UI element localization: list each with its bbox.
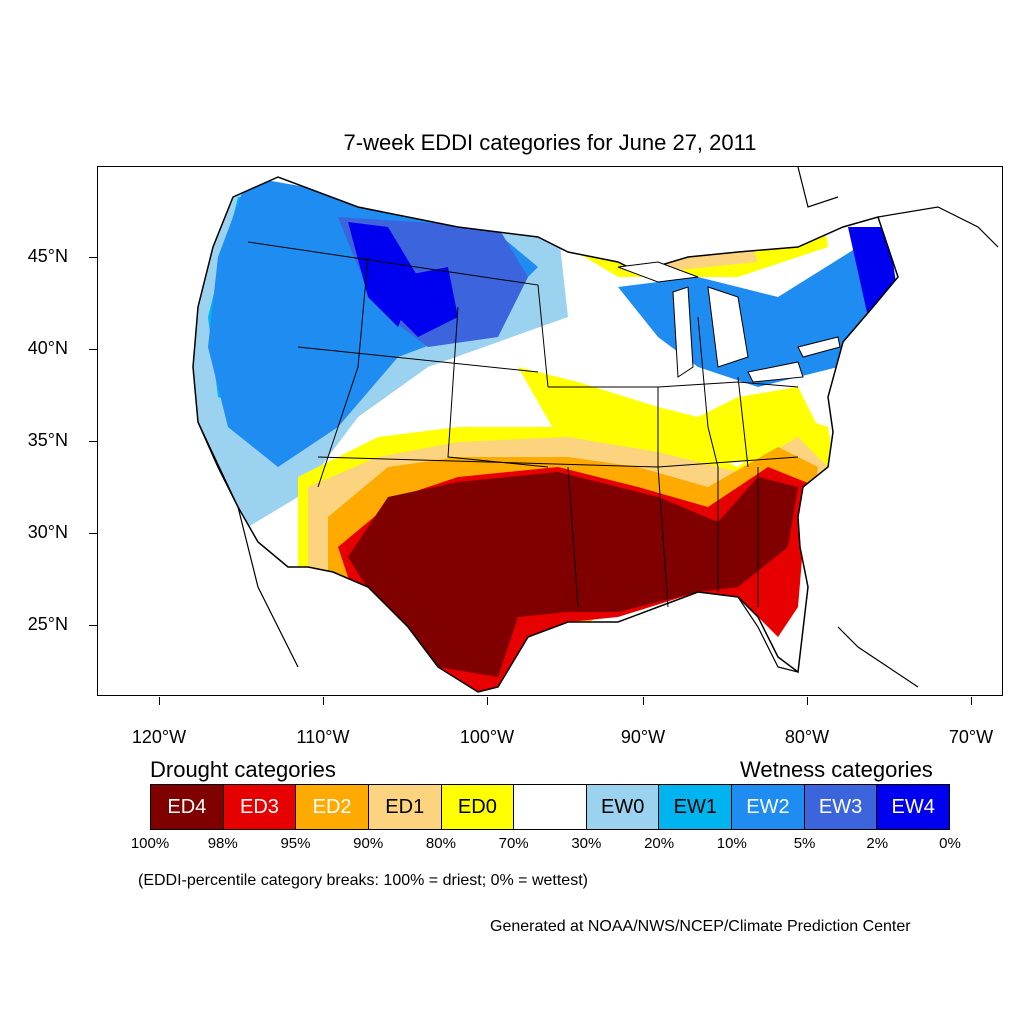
- legend-break-label: 2%: [866, 835, 889, 852]
- legend-swatch-ed4: ED4: [151, 785, 224, 829]
- lon-label: 120°W: [131, 727, 187, 747]
- credit-line: Generated at NOAA/NWS/NCEP/Climate Predi…: [490, 918, 911, 935]
- legend-swatch-neutral: [514, 785, 587, 829]
- lat-tick: [89, 441, 97, 442]
- eddi-fields: [193, 177, 898, 692]
- legend-swatch-ed1: ED1: [368, 785, 442, 829]
- legend-break-label: 30%: [571, 835, 602, 852]
- lon-tick: [487, 697, 488, 705]
- legend-break-label: 100%: [130, 835, 170, 852]
- great-lakes: [617, 261, 841, 383]
- lat-tick: [89, 257, 97, 258]
- coastlines: [197, 167, 999, 688]
- lon-label: 110°W: [296, 727, 350, 747]
- legend-break-label: 95%: [280, 835, 311, 852]
- lat-label: 35°N: [27, 430, 68, 450]
- lat-label: 45°N: [27, 246, 68, 266]
- legend-swatch-ew2: EW2: [732, 785, 805, 829]
- lat-tick: [89, 533, 97, 534]
- legend-swatch-ew1: EW1: [659, 785, 733, 829]
- legend-break-label: 98%: [207, 835, 238, 852]
- lon-tick: [323, 697, 324, 705]
- lat-tick: [89, 349, 97, 350]
- legend-swatch-ed3: ED3: [223, 785, 297, 829]
- legend-break-label: 0%: [939, 835, 961, 852]
- legend-break-label: 5%: [793, 835, 816, 852]
- map-canvas: [192, 167, 999, 693]
- legend-break-label: 10%: [716, 835, 747, 852]
- map-title: 7-week EDDI categories for June 27, 2011: [343, 130, 757, 155]
- legend-break-label: 70%: [498, 835, 529, 852]
- legend-break-label: 90%: [353, 835, 384, 852]
- legend-break-label: 80%: [425, 835, 456, 852]
- legend-note: (EDDI-percentile category breaks: 100% =…: [138, 872, 588, 889]
- ontario-ed2: [608, 217, 688, 247]
- lat-label: 25°N: [27, 614, 68, 634]
- state-boundaries: [192, 176, 899, 693]
- legend-break-label: 20%: [644, 835, 675, 852]
- drought-heading: Drought categories: [150, 757, 336, 782]
- montana-ew4: [398, 267, 458, 337]
- lat-tick: [89, 625, 97, 626]
- wetness-heading: Wetness categories: [740, 757, 933, 782]
- legend-swatch-ew4: EW4: [877, 785, 950, 829]
- south-ed4: [348, 472, 798, 677]
- lon-label: 80°W: [784, 727, 830, 747]
- legend-swatch-ed0: ED0: [441, 785, 515, 829]
- legend-swatch-ew0: EW0: [586, 785, 660, 829]
- lon-tick: [643, 697, 644, 705]
- lon-label: 70°W: [948, 727, 994, 747]
- lon-tick: [971, 697, 972, 705]
- lon-label: 100°W: [459, 727, 515, 747]
- category-legend: ED4 ED3 ED2 ED1 ED0 EW0 EW1 EW2 EW3 EW4: [150, 784, 950, 830]
- lon-label: 90°W: [620, 727, 666, 747]
- lat-label: 40°N: [27, 338, 68, 358]
- legend-swatch-ew3: EW3: [804, 785, 878, 829]
- legend-swatch-ed2: ED2: [296, 785, 369, 829]
- lon-tick: [159, 697, 160, 705]
- lat-label: 30°N: [27, 522, 68, 542]
- lon-tick: [807, 697, 808, 705]
- eddi-map: [97, 166, 1003, 696]
